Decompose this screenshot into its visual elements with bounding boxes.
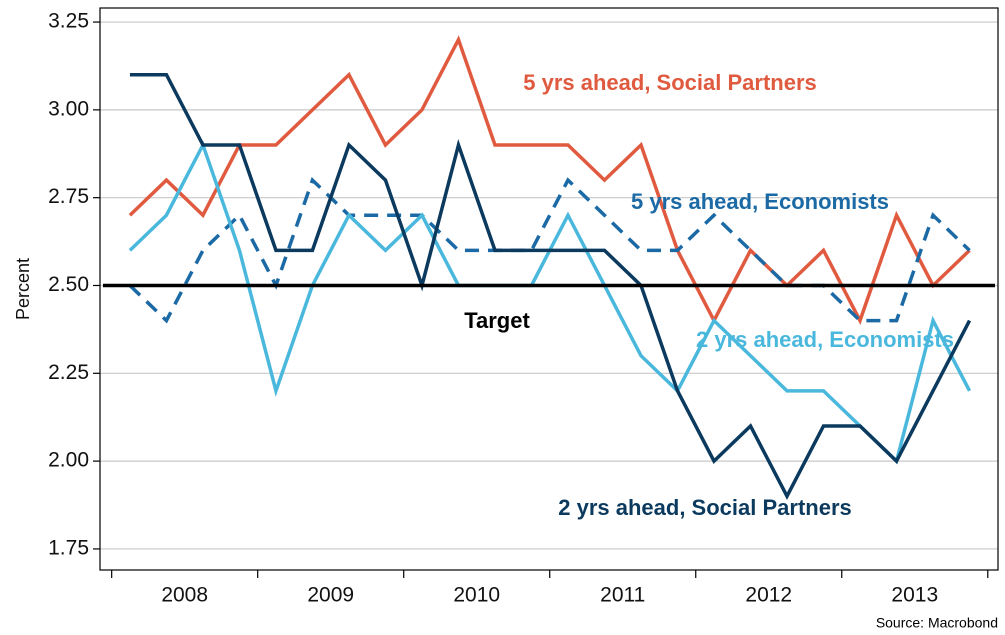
x-tick-label: 2011 (600, 584, 645, 607)
x-tick-label: 2010 (453, 584, 500, 607)
series-label: 2 yrs ahead, Social Partners (558, 495, 852, 520)
x-tick-label: 2008 (161, 584, 208, 607)
y-tick-label: 2.00 (48, 449, 89, 472)
series-line (128, 35, 971, 326)
plot-frame (99, 7, 999, 571)
y-tick-label: 3.00 (48, 97, 89, 120)
series-label: 5 yrs ahead, Economists (631, 189, 889, 214)
y-axis-label: Percent (13, 258, 33, 320)
x-tick-label: 2012 (745, 584, 792, 607)
x-tick-label: 2013 (891, 584, 938, 607)
y-tick-label: 3.25 (48, 10, 89, 33)
series-line (129, 72, 972, 501)
y-tick-label: 2.25 (48, 361, 89, 384)
x-tick-label: 2009 (307, 584, 354, 607)
series-label: 2 yrs ahead, Economists (696, 327, 954, 352)
source: Source: Macrobond (876, 615, 998, 631)
y-tick-label: 2.50 (48, 273, 89, 296)
series-label: 5 yrs ahead, Social Partners (523, 70, 817, 95)
target-label: Target (464, 308, 530, 333)
y-tick-label: 2.75 (48, 185, 89, 208)
y-tick-label: 1.75 (48, 536, 89, 559)
